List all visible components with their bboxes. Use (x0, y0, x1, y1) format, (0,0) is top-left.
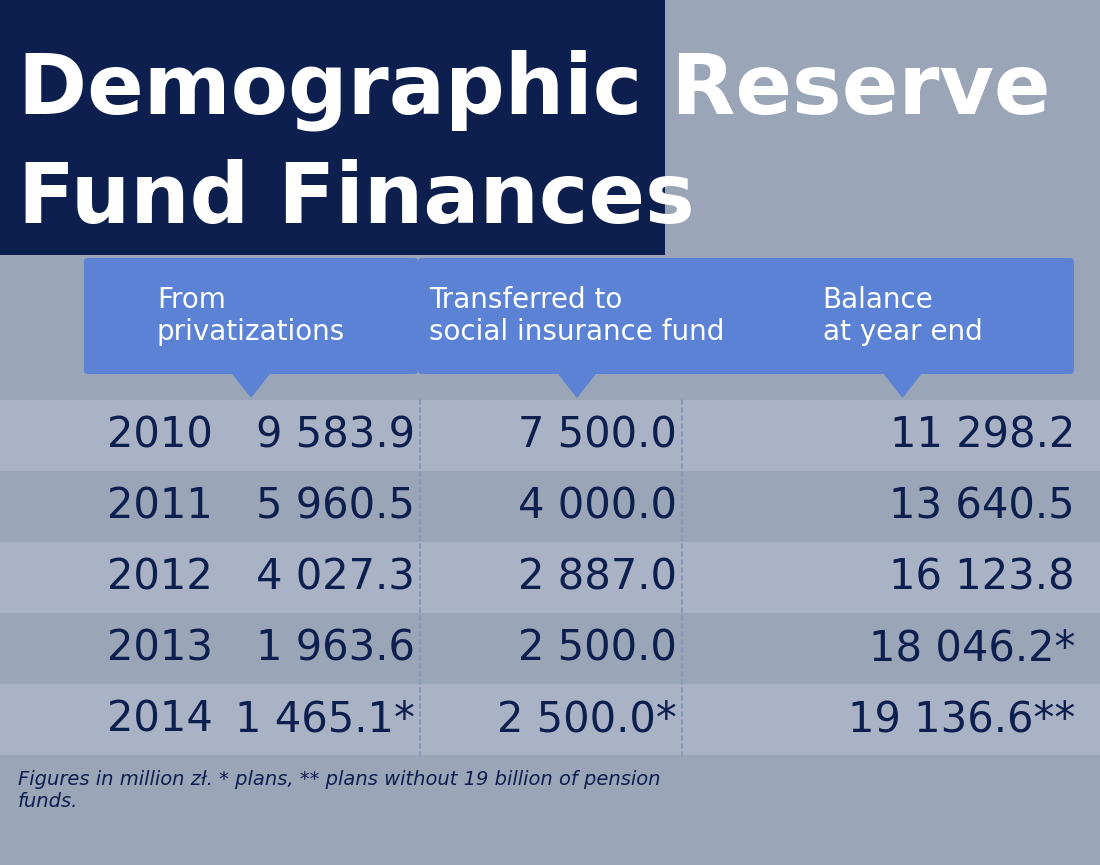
FancyBboxPatch shape (0, 542, 1100, 613)
FancyBboxPatch shape (0, 400, 1100, 471)
Text: 16 123.8: 16 123.8 (890, 556, 1075, 599)
Text: Fund Finances: Fund Finances (18, 159, 695, 240)
Text: Demographic Reserve: Demographic Reserve (18, 49, 1050, 131)
FancyBboxPatch shape (732, 258, 1074, 374)
Text: Figures in million zł. * plans, ** plans without 19 billion of pension
funds.: Figures in million zł. * plans, ** plans… (18, 770, 660, 811)
Text: 1 963.6: 1 963.6 (256, 627, 415, 670)
Polygon shape (556, 370, 600, 398)
Text: 11 298.2: 11 298.2 (890, 414, 1075, 457)
Text: 2 500.0*: 2 500.0* (497, 699, 676, 740)
Text: 19 136.6**: 19 136.6** (848, 699, 1075, 740)
Text: 2010: 2010 (107, 414, 213, 457)
Text: 4 000.0: 4 000.0 (518, 485, 676, 528)
Text: 2013: 2013 (107, 627, 213, 670)
Text: 7 500.0: 7 500.0 (518, 414, 676, 457)
Text: 18 046.2*: 18 046.2* (869, 627, 1075, 670)
Text: Transferred to
social insurance fund: Transferred to social insurance fund (429, 285, 725, 346)
Polygon shape (880, 370, 924, 398)
Text: 2014: 2014 (107, 699, 213, 740)
Text: 1 465.1*: 1 465.1* (235, 699, 415, 740)
Text: 2 500.0: 2 500.0 (518, 627, 676, 670)
Text: 2 887.0: 2 887.0 (518, 556, 676, 599)
Text: Balance
at year end: Balance at year end (823, 285, 982, 346)
Text: 2011: 2011 (107, 485, 213, 528)
Polygon shape (229, 370, 273, 398)
Text: 13 640.5: 13 640.5 (890, 485, 1075, 528)
Text: 9 583.9: 9 583.9 (256, 414, 415, 457)
Text: 2012: 2012 (107, 556, 213, 599)
FancyBboxPatch shape (0, 0, 666, 255)
Text: 4 027.3: 4 027.3 (256, 556, 415, 599)
FancyBboxPatch shape (84, 258, 418, 374)
Text: 5 960.5: 5 960.5 (256, 485, 415, 528)
Text: From
privatizations: From privatizations (157, 285, 345, 346)
FancyBboxPatch shape (418, 258, 736, 374)
FancyBboxPatch shape (0, 684, 1100, 755)
